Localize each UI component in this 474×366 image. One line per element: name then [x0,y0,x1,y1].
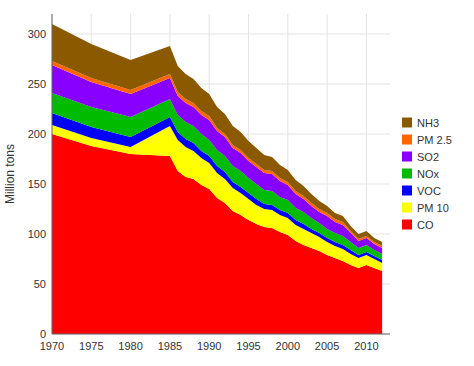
legend-label: CO [417,219,434,231]
y-grid-line [52,34,390,35]
legend-swatch [402,118,412,128]
legend-swatch [402,220,412,230]
y-tick-label: 300 [28,28,46,40]
x-tick-label: 2005 [315,340,339,352]
legend-swatch [402,169,412,179]
grid [52,14,390,334]
y-tick-label: 200 [28,128,46,140]
legend-label: SO2 [417,151,439,163]
legend-label: VOC [417,185,441,197]
x-tick-label: 2010 [354,340,378,352]
x-axis-line [52,334,390,335]
y-grid-line [52,334,390,335]
chart: 0 50 100 150 200 250 300 1970 1975 1980 1985 1990 19… [0,0,474,366]
legend: NH3 PM 2.5 SO2 NOx VOC PM 10 CO [402,117,452,231]
x-tick-label: 1970 [40,340,64,352]
area [52,61,382,248]
y-axis-label: Million tons [3,144,17,204]
legend-label: PM 10 [417,202,449,214]
legend-swatch [402,135,412,145]
x-tick-label: 1990 [197,340,221,352]
x-tick-label: 1985 [158,340,182,352]
y-tick-label: 50 [34,278,46,290]
legend-label: NOx [417,168,440,180]
legend-swatch [402,186,412,196]
legend-swatch [402,152,412,162]
y-tick-label: 150 [28,178,46,190]
legend-swatch [402,203,412,213]
y-axis-line [52,14,53,334]
x-tick-label: 1975 [79,340,103,352]
areas [52,24,382,334]
axes: 0 50 100 150 200 250 300 1970 1975 1980 1985 1990 19… [28,14,390,352]
y-tick-label: 100 [28,228,46,240]
area [52,24,382,246]
x-tick-label: 1980 [118,340,142,352]
x-tick-label: 1995 [236,340,260,352]
x-tick-label: 2000 [276,340,300,352]
legend-label: PM 2.5 [417,134,452,146]
x-grid-line [52,14,53,334]
y-tick-label: 250 [28,78,46,90]
area [52,65,382,254]
legend-label: NH3 [417,117,439,129]
y-tick-label: 0 [40,328,46,340]
